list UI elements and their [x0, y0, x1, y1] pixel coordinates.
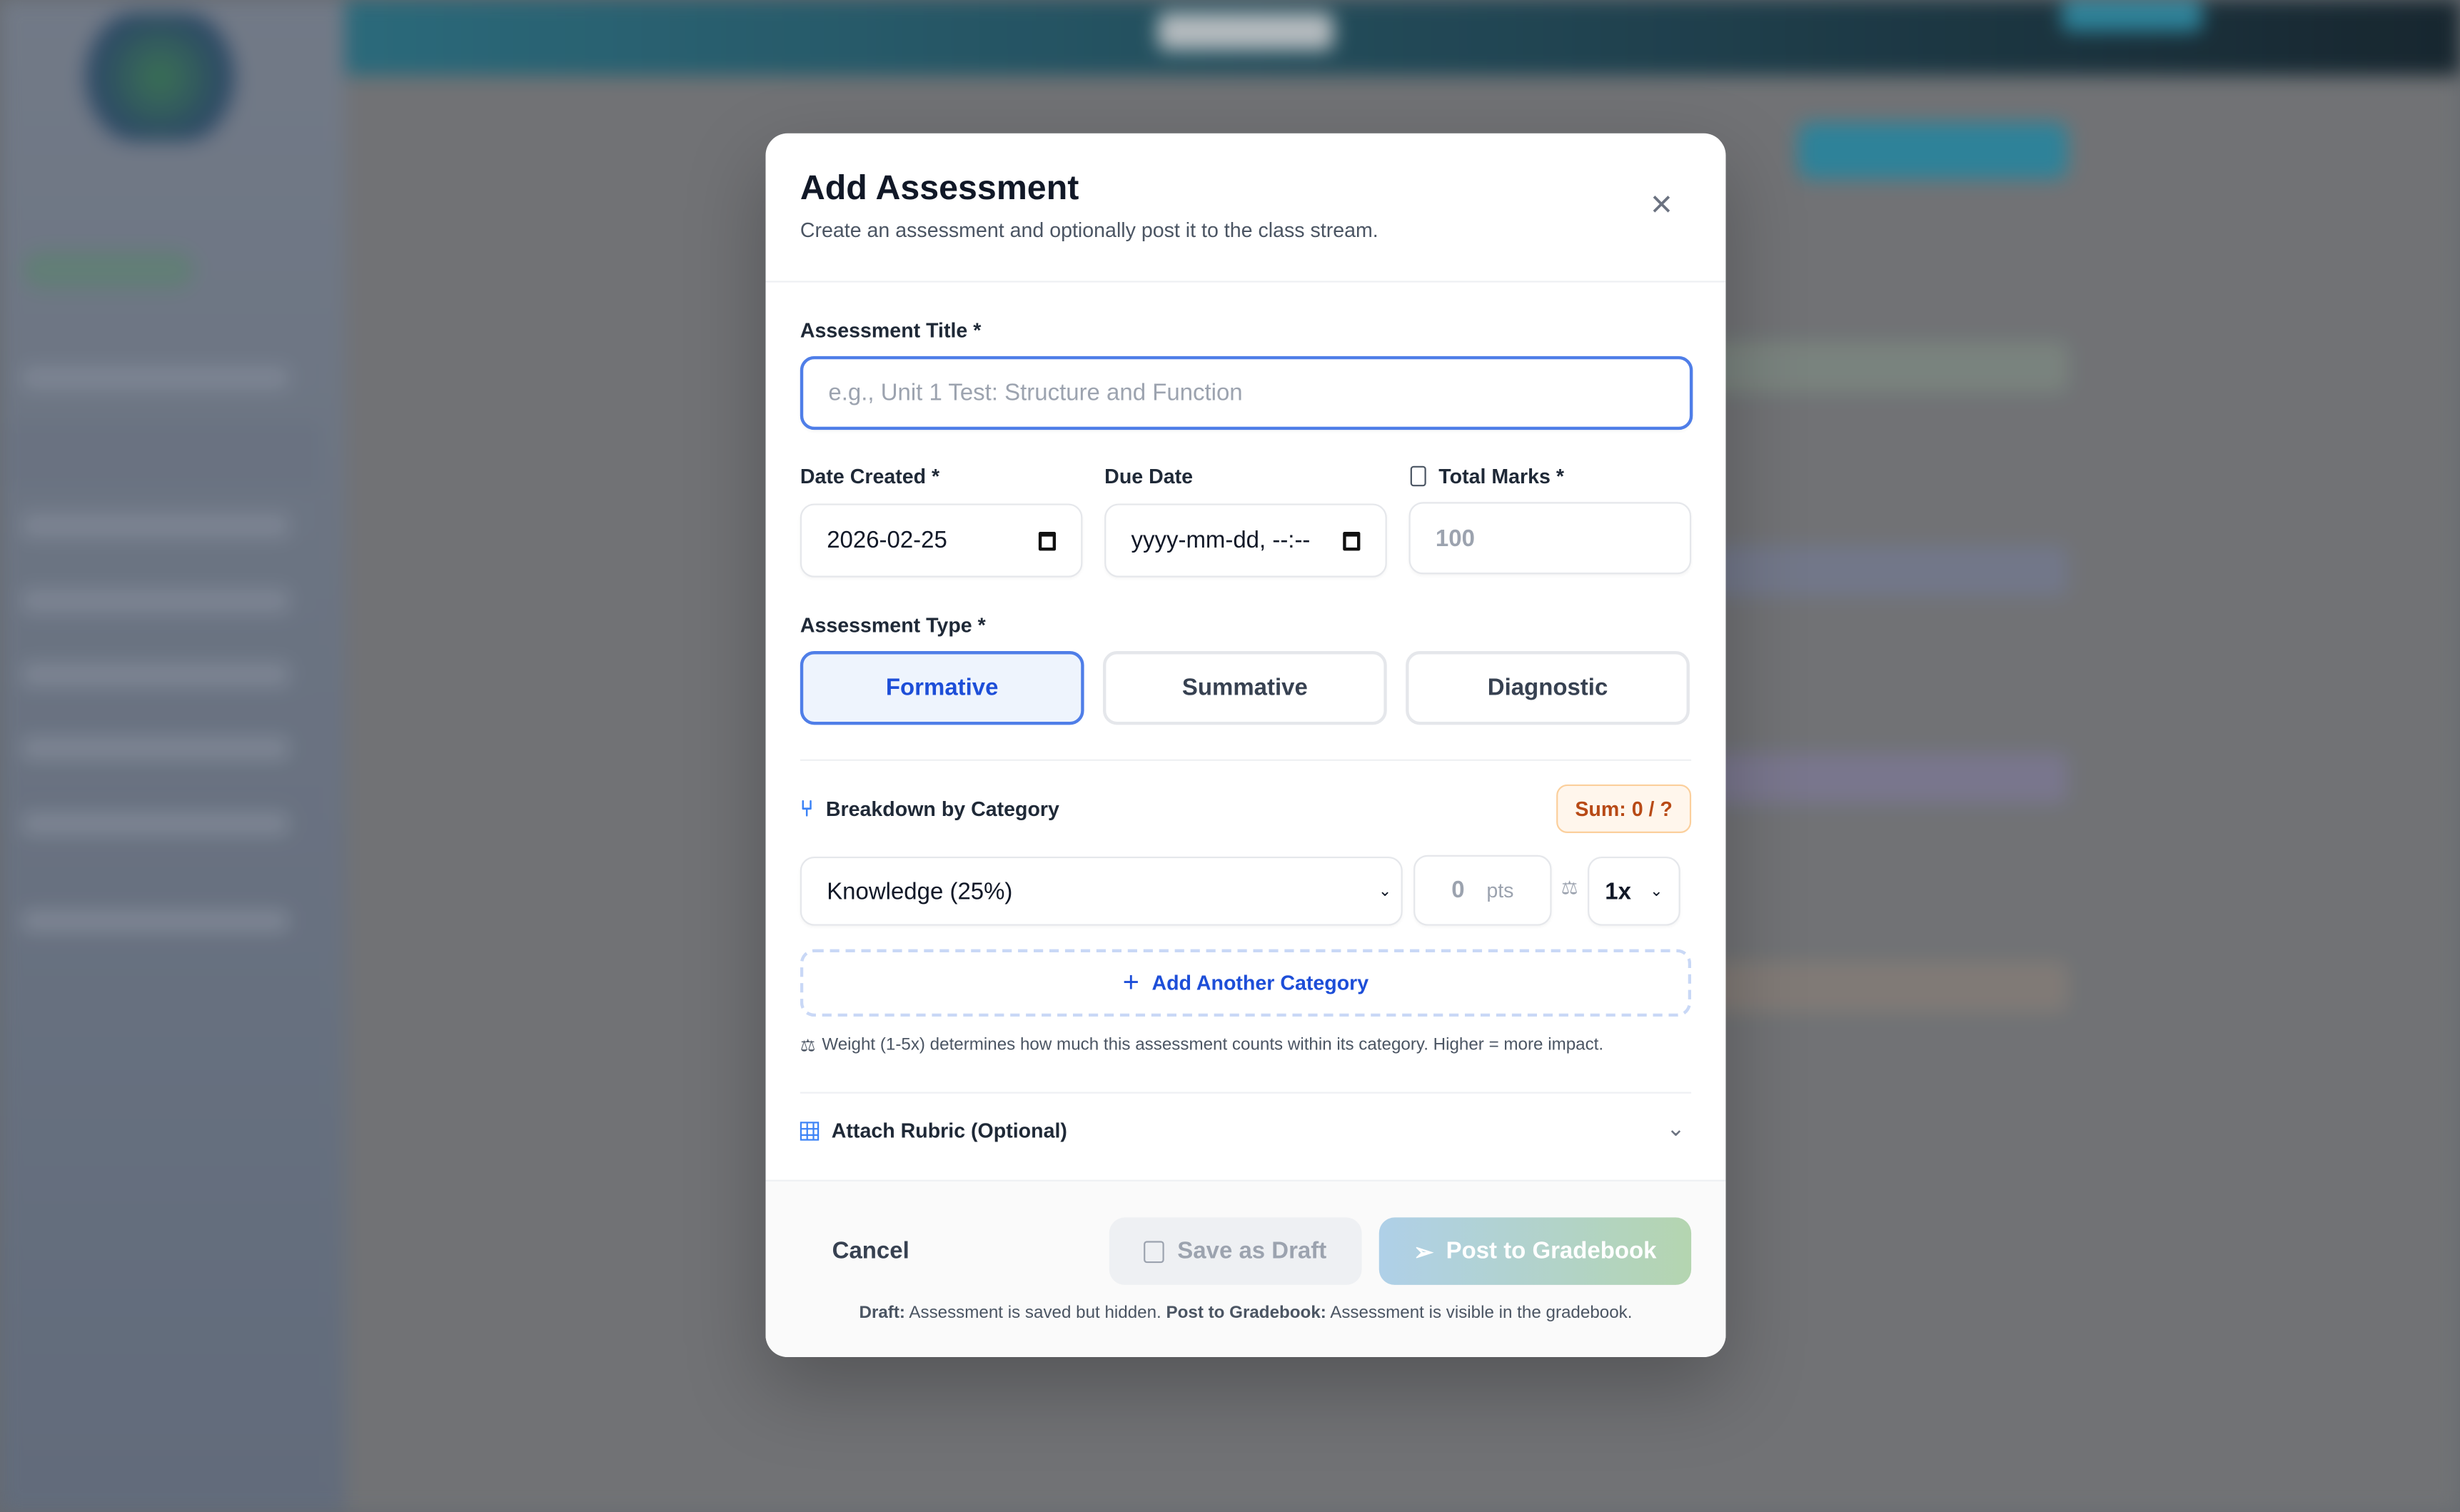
calendar-icon[interactable] [1343, 530, 1361, 550]
footer-note: Draft: Assessment is saved but hidden. P… [859, 1304, 1633, 1323]
type-summative-button[interactable]: Summative [1102, 651, 1387, 725]
weight-select[interactable]: 1x ⌄ [1588, 856, 1680, 926]
due-date-input[interactable]: yyyy-mm-dd, --:-- [1104, 503, 1387, 578]
date-created-input[interactable]: 2026-02-25 [800, 503, 1083, 578]
weight-note: ⚖ Weight (1-5x) determines how much this … [800, 1035, 1604, 1057]
calculator-icon [1410, 465, 1426, 487]
chevron-down-icon: ⌄ [1378, 882, 1392, 900]
type-label: Assessment Type * [800, 613, 986, 637]
assessment-title-input[interactable]: e.g., Unit 1 Test: Structure and Functio… [800, 356, 1693, 430]
logo [66, 12, 255, 141]
divider [800, 1092, 1692, 1094]
modal-header: Add Assessment Create an assessment and … [765, 133, 1726, 283]
save-draft-button[interactable]: Save as Draft [1109, 1217, 1362, 1285]
modal-footer: Cancel Save as Draft ➢ Post to Gradebook … [765, 1179, 1726, 1358]
chevron-down-icon[interactable]: ⌄ [1666, 1115, 1685, 1141]
plus-icon: + [1122, 966, 1139, 998]
close-icon[interactable]: × [1650, 183, 1673, 226]
points-input[interactable]: 0 pts [1413, 855, 1552, 926]
due-date-label: Due Date [1104, 464, 1194, 488]
divider [800, 759, 1692, 761]
calendar-icon[interactable] [1038, 530, 1057, 550]
total-marks-label: Total Marks * [1410, 465, 1564, 488]
sidebar [0, 0, 346, 1512]
cancel-button[interactable]: Cancel [832, 1237, 909, 1265]
modal-title: Add Assessment [800, 168, 1079, 208]
type-diagnostic-button[interactable]: Diagnostic [1406, 651, 1690, 725]
sum-badge: Sum: 0 / ? [1556, 784, 1692, 833]
add-assessment-modal: Add Assessment Create an assessment and … [765, 133, 1726, 1358]
total-marks-input[interactable]: 100 [1408, 502, 1692, 575]
post-to-gradebook-button[interactable]: ➢ Post to Gradebook [1378, 1217, 1692, 1285]
add-category-button[interactable]: + Add Another Category [800, 949, 1692, 1017]
grid-icon [800, 1121, 820, 1140]
type-formative-button[interactable]: Formative [800, 651, 1084, 725]
breakdown-heading: ⑂ Breakdown by Category [800, 795, 1059, 821]
category-select[interactable]: Knowledge (25%) ⌄ [800, 856, 1403, 926]
top-bar [345, 0, 2460, 76]
save-icon [1144, 1240, 1165, 1263]
title-label: Assessment Title * [800, 318, 982, 343]
modal-subtitle: Create an assessment and optionally post… [800, 218, 1378, 242]
scale-icon: ⚖ [1561, 877, 1578, 899]
scale-icon: ⚖ [800, 1037, 816, 1057]
attach-rubric-toggle[interactable]: Attach Rubric (Optional) [800, 1119, 1067, 1142]
split-arrow-icon: ⑂ [800, 795, 814, 821]
chevron-down-icon: ⌄ [1650, 882, 1663, 900]
send-icon: ➢ [1413, 1239, 1434, 1266]
title-placeholder: e.g., Unit 1 Test: Structure and Functio… [828, 379, 1243, 407]
date-created-label: Date Created * [800, 464, 940, 488]
